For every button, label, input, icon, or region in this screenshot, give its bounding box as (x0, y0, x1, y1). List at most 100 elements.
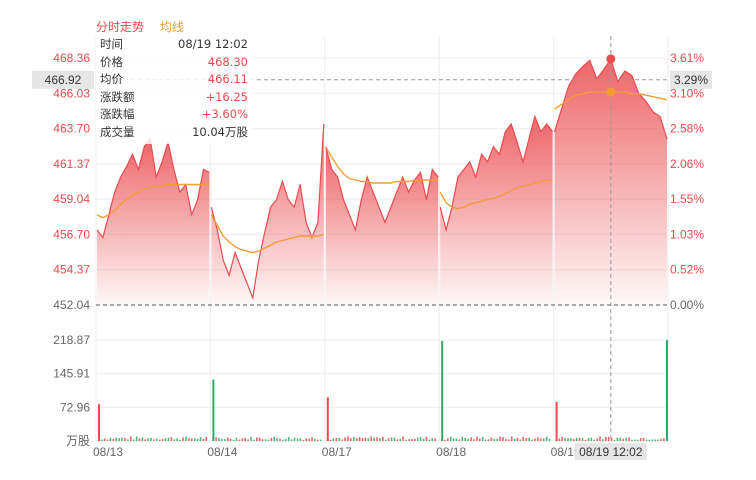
volume-bar (487, 439, 490, 441)
y-tick-label: 466.03 (53, 86, 90, 100)
avg-line (325, 146, 439, 184)
tooltip-label: 均价 (100, 72, 123, 86)
volume-bar (276, 438, 278, 441)
volume-bar (355, 438, 358, 441)
tooltip-value: 10.04万股 (192, 124, 248, 139)
volume-bar (106, 439, 109, 441)
volume-bar (379, 438, 381, 441)
price-area (554, 58, 667, 306)
avg-line (210, 214, 324, 254)
volume-bar (528, 437, 530, 441)
volume-bar (484, 439, 487, 441)
volume-bar (467, 438, 469, 441)
volume-bar (645, 439, 648, 441)
volume-bar (616, 437, 619, 441)
volume-bar (414, 438, 416, 441)
volume-bar (461, 436, 464, 441)
volume-bar (596, 438, 598, 441)
price-line (439, 114, 554, 233)
volume-bar (338, 438, 340, 441)
y-tick-label: 459.04 (53, 192, 90, 206)
y-tick-label: 461.37 (53, 157, 90, 171)
volume-bar (109, 437, 112, 441)
volume-bar (193, 438, 196, 441)
volume-bar (167, 437, 170, 441)
volume-bar (455, 438, 458, 441)
volume-bar (319, 439, 322, 441)
x-tick-label: 08/13 (93, 445, 123, 459)
x-tick-label: 08/18 (436, 445, 466, 459)
volume-bar (267, 439, 270, 441)
legend-price[interactable]: 分时走势 (96, 20, 145, 34)
volume-bar (191, 438, 193, 441)
x-tick-label: 08/19 (551, 445, 581, 459)
volume-bar (279, 438, 281, 441)
volume-bar (287, 437, 290, 441)
volume-bar (522, 436, 525, 441)
volume-bar (666, 339, 668, 441)
volume-bar (156, 438, 158, 441)
volume-bar (341, 439, 343, 441)
volume-bar (232, 439, 235, 441)
volume-bar (364, 437, 367, 441)
volume-bar (584, 439, 587, 441)
volume-bar (285, 439, 287, 441)
volume-bar (317, 439, 319, 441)
volume-bar (261, 439, 264, 441)
volume-bar (622, 438, 624, 441)
volume-bar (570, 438, 572, 441)
volume-bar (159, 439, 161, 441)
crosshair-price-box (32, 70, 94, 89)
tooltip-label: 价格 (100, 54, 123, 69)
tooltip-row-price: 价格 468.30 (96, 54, 254, 72)
volume-bar (540, 438, 542, 441)
volume-bar (613, 439, 616, 441)
volume-bar (525, 438, 528, 441)
volume-bar (531, 439, 533, 441)
volume-bar (264, 439, 267, 441)
tooltip-row-volume: 成交量 10.04万股 (96, 124, 254, 142)
volume-bar (302, 439, 305, 441)
volume-bar (282, 439, 284, 441)
volume-bar (625, 437, 627, 441)
volume-bar (441, 340, 444, 441)
volume-bar (470, 437, 472, 441)
volume-bar (164, 438, 167, 441)
y-right-tick-label: 3.10% (670, 86, 704, 100)
tooltip-value: 468.30 (207, 54, 248, 69)
volume-bar (458, 439, 461, 441)
volume-bar (332, 438, 335, 441)
volume-bar (185, 436, 187, 441)
legend-avg[interactable]: 均线 (159, 20, 184, 34)
volume-bar (444, 439, 446, 441)
volume-bar (112, 438, 115, 441)
volume-bar (247, 439, 249, 441)
volume-bar (358, 437, 361, 441)
volume-bar (308, 438, 310, 441)
volume-bar (431, 438, 433, 441)
volume-bar (218, 437, 220, 441)
volume-bar (548, 439, 551, 441)
volume-bar (447, 438, 449, 441)
volume-bar (648, 439, 651, 441)
volume-bar (631, 439, 633, 441)
volume-bar (138, 438, 141, 441)
volume-y-tick-label: 218.87 (53, 333, 90, 347)
volume-bar (98, 404, 100, 441)
crosshair-time-label: 08/19 12:02 (579, 445, 643, 459)
volume-bar (326, 397, 329, 441)
legend: 分时走势 均线 (96, 18, 196, 35)
crosshair-avg-dot (606, 87, 616, 97)
volume-bar (161, 439, 164, 441)
tooltip-row-avg: 均价 466.11 (96, 71, 254, 89)
crosshair-price-label: 466.92 (45, 73, 82, 87)
price-line (325, 146, 439, 233)
volume-bar (422, 438, 425, 441)
volume-bar (610, 437, 613, 441)
y-tick-label: 454.37 (53, 263, 90, 277)
volume-y-tick-label: 145.91 (53, 367, 90, 381)
volume-bar (382, 436, 384, 441)
volume-bar (224, 439, 226, 441)
tooltip-row-change-pct: 涨跌幅 +3.60% (96, 106, 254, 124)
volume-bar (150, 437, 152, 441)
